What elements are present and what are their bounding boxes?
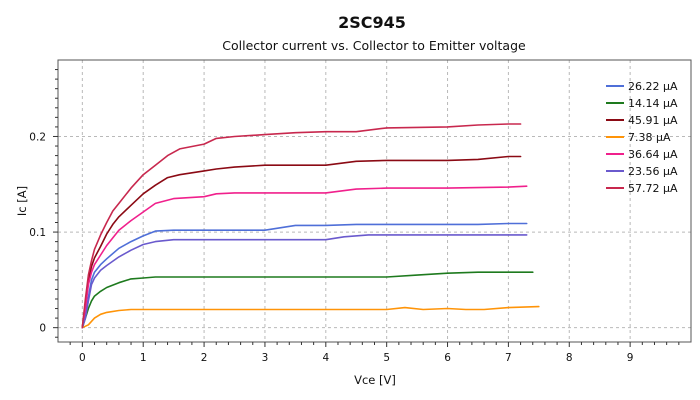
x-tick-label: 3 — [262, 352, 269, 364]
series-line-7 — [81, 123, 522, 329]
x-tick-label: 0 — [79, 352, 86, 364]
x-axis-label: Vce [V] — [354, 373, 396, 387]
legend: 26.22 μA 14.14 μA 45.91 μA 7.38 μA 36.64 μA 2… — [606, 80, 678, 195]
y-tick-label: 0 — [39, 323, 46, 335]
y-axis-label: Ic [A] — [15, 186, 29, 216]
x-tick-label: 9 — [627, 352, 634, 364]
legend-label: 14.14 μA — [628, 97, 678, 110]
chart-subtitle: Collector current vs. Collector to Emitt… — [222, 38, 526, 53]
legend-label: 7.38 μA — [628, 131, 671, 144]
legend-label: 36.64 μA — [628, 148, 678, 161]
legend-label: 45.91 μA — [628, 114, 678, 127]
series-line-3 — [81, 155, 522, 329]
x-tick-label: 7 — [505, 352, 512, 364]
plot-frame — [57, 59, 692, 343]
x-tick-label: 5 — [383, 352, 390, 364]
legend-label: 26.22 μA — [628, 80, 678, 93]
x-tick-label: 1 — [140, 352, 147, 364]
x-tick-label: 6 — [444, 352, 451, 364]
legend-label: 57.72 μA — [628, 182, 678, 195]
x-tick-label: 4 — [322, 352, 329, 364]
chart-title: 2SC945 — [338, 13, 406, 32]
series-line-1 — [81, 222, 528, 329]
y-tick-label: 0.2 — [29, 131, 46, 143]
grid — [58, 60, 691, 342]
series-line-4 — [81, 305, 540, 329]
series-line-6 — [81, 234, 528, 329]
y-axis: 0 0.1 0.2 — [29, 69, 58, 338]
x-tick-label: 8 — [566, 352, 573, 364]
legend-label: 23.56 μA — [628, 165, 678, 178]
x-axis: 0 1 2 3 4 5 6 7 8 9 — [69, 342, 680, 364]
series-line-2 — [81, 271, 534, 329]
series-line-5 — [81, 185, 528, 329]
plot-series — [81, 123, 540, 329]
x-tick-label: 2 — [201, 352, 208, 364]
y-tick-label: 0.1 — [29, 227, 46, 239]
